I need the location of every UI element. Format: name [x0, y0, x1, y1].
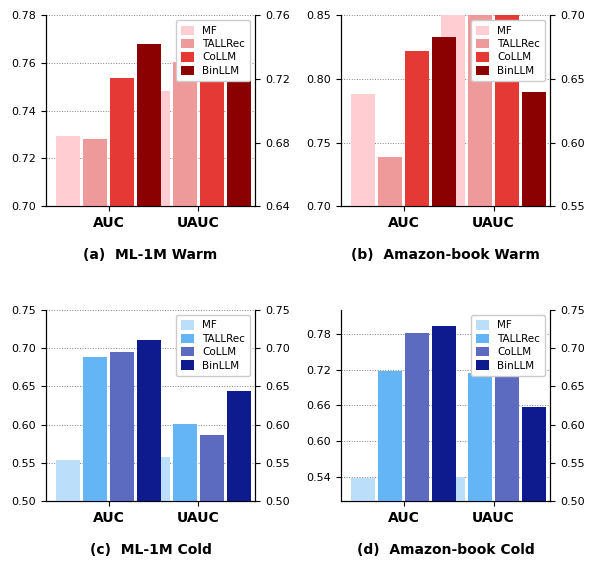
- Bar: [522, 92, 546, 206]
- Bar: [378, 371, 402, 501]
- Bar: [405, 332, 429, 501]
- Bar: [146, 457, 170, 501]
- Legend: MF, TALLRec, CoLLM, BinLLM: MF, TALLRec, CoLLM, BinLLM: [471, 315, 545, 376]
- Bar: [468, 373, 492, 501]
- Bar: [522, 406, 546, 501]
- Bar: [432, 326, 457, 501]
- Bar: [351, 478, 375, 501]
- Bar: [441, 0, 465, 206]
- Bar: [378, 157, 402, 206]
- Bar: [432, 37, 457, 206]
- Text: (d)  Amazon-book Cold: (d) Amazon-book Cold: [357, 543, 535, 557]
- Bar: [226, 391, 251, 501]
- Bar: [56, 460, 80, 501]
- Bar: [83, 357, 107, 501]
- Bar: [83, 140, 107, 206]
- Legend: MF, TALLRec, CoLLM, BinLLM: MF, TALLRec, CoLLM, BinLLM: [176, 315, 250, 376]
- Text: (c)  ML-1M Cold: (c) ML-1M Cold: [89, 543, 212, 557]
- Text: (b)  Amazon-book Warm: (b) Amazon-book Warm: [351, 249, 540, 262]
- Legend: MF, TALLRec, CoLLM, BinLLM: MF, TALLRec, CoLLM, BinLLM: [176, 21, 250, 81]
- Bar: [351, 94, 375, 206]
- Bar: [137, 340, 161, 501]
- Bar: [405, 51, 429, 206]
- Bar: [226, 52, 251, 206]
- Bar: [495, 376, 519, 501]
- Bar: [110, 352, 134, 501]
- Bar: [56, 136, 80, 206]
- Bar: [495, 0, 519, 206]
- Bar: [468, 0, 492, 206]
- Legend: MF, TALLRec, CoLLM, BinLLM: MF, TALLRec, CoLLM, BinLLM: [471, 21, 545, 81]
- Bar: [200, 62, 224, 206]
- Bar: [441, 477, 465, 501]
- Bar: [146, 91, 170, 206]
- Bar: [173, 424, 197, 501]
- Bar: [137, 44, 161, 206]
- Bar: [173, 62, 197, 206]
- Bar: [200, 435, 224, 501]
- Text: (a)  ML-1M Warm: (a) ML-1M Warm: [83, 249, 218, 262]
- Bar: [110, 79, 134, 206]
